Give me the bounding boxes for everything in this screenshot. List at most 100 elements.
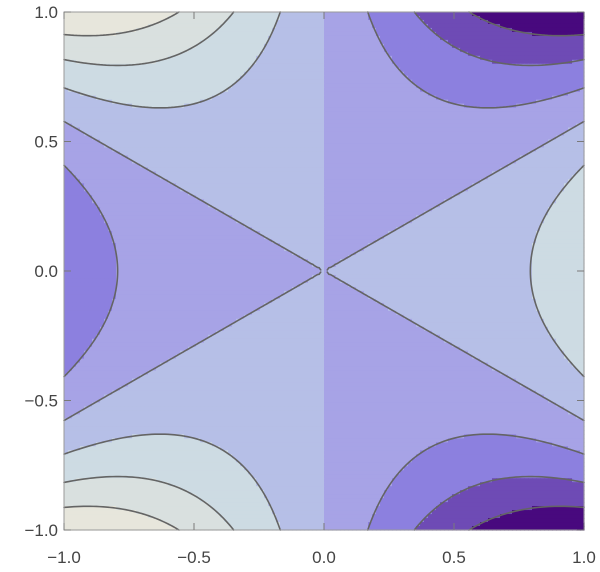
contour-fill-cell [348, 68, 353, 73]
contour-fill-cell [448, 36, 453, 41]
contour-fill-cell [452, 32, 457, 37]
contour-fill-cell [204, 108, 209, 113]
contour-fill-cell [220, 72, 225, 77]
contour-fill-cell [336, 116, 341, 121]
contour-fill-cell [180, 76, 185, 81]
contour-fill-cell [216, 88, 221, 93]
contour-fill-cell [256, 108, 261, 113]
contour-fill-cell [340, 136, 345, 141]
contour-fill-cell [328, 92, 333, 97]
contour-fill-cell [528, 84, 533, 89]
contour-fill-cell [256, 64, 261, 69]
contour-fill-cell [328, 104, 333, 109]
contour-fill-cell [392, 76, 397, 81]
contour-fill-cell [516, 68, 521, 73]
contour-fill-cell [456, 40, 461, 45]
contour-fill-cell [176, 116, 181, 121]
contour-fill-cell [88, 20, 93, 25]
contour-fill-cell [344, 60, 349, 65]
contour-fill-cell [452, 108, 457, 113]
contour-fill-cell [100, 76, 105, 81]
contour-fill-cell [140, 96, 145, 101]
contour-fill-cell [500, 68, 505, 73]
contour-fill-cell [264, 64, 269, 69]
contour-fill-cell [184, 72, 189, 77]
contour-fill-cell [200, 80, 205, 85]
contour-fill-cell [200, 44, 205, 49]
contour-fill-cell [128, 12, 133, 17]
contour-fill-cell [236, 32, 241, 37]
contour-fill-cell [220, 68, 225, 73]
contour-fill-cell [164, 48, 169, 53]
contour-fill-cell [384, 84, 389, 89]
contour-fill-cell [440, 88, 445, 93]
contour-fill-cell [316, 32, 321, 37]
contour-fill-cell [340, 96, 345, 101]
contour-fill-cell [536, 72, 541, 77]
contour-fill-cell [384, 20, 389, 25]
contour-fill-cell [488, 76, 493, 81]
contour-fill-cell [332, 48, 337, 53]
contour-fill-cell [368, 132, 373, 137]
contour-fill-cell [308, 12, 313, 17]
contour-fill-cell [368, 56, 373, 61]
contour-fill-cell [524, 112, 529, 117]
contour-fill-cell [508, 32, 513, 37]
contour-fill-cell [488, 64, 493, 69]
contour-fill-cell [68, 151, 73, 156]
contour-fill-cell [280, 124, 285, 129]
contour-fill-cell [296, 28, 301, 33]
contour-fill-cell [436, 143, 441, 148]
contour-fill-cell [228, 60, 233, 65]
contour-fill-cell [328, 88, 333, 93]
contour-fill-cell [448, 108, 453, 113]
contour-fill-cell [300, 44, 305, 49]
contour-fill-cell [372, 92, 377, 97]
contour-fill-cell [480, 92, 485, 97]
contour-fill-cell [476, 112, 481, 117]
contour-fill-cell [312, 151, 317, 156]
contour-fill-cell [500, 112, 505, 117]
contour-fill-cell [368, 151, 373, 156]
contour-fill-cell [460, 128, 465, 133]
contour-fill-cell [132, 140, 137, 145]
contour-fill-cell [336, 64, 341, 69]
contour-fill-cell [160, 52, 165, 57]
contour-fill-cell [260, 32, 265, 37]
contour-fill-cell [516, 76, 521, 81]
contour-fill-cell [200, 159, 205, 164]
contour-fill-cell [440, 20, 445, 25]
contour-fill-cell [448, 92, 453, 97]
contour-fill-cell [188, 72, 193, 77]
contour-fill-cell [320, 159, 325, 164]
contour-fill-cell [168, 36, 173, 41]
contour-fill-cell [564, 52, 569, 57]
contour-fill-cell [140, 36, 145, 41]
contour-fill-cell [188, 128, 193, 133]
contour-fill-cell [548, 52, 553, 57]
contour-fill-cell [548, 16, 553, 21]
contour-fill-cell [224, 112, 229, 117]
contour-fill-cell [320, 116, 325, 121]
contour-fill-cell [352, 92, 357, 97]
contour-fill-cell [440, 84, 445, 89]
contour-fill-cell [512, 128, 517, 133]
contour-fill-cell [520, 44, 525, 49]
contour-fill-cell [344, 12, 349, 17]
contour-fill-cell [164, 12, 169, 17]
contour-fill-cell [200, 143, 205, 148]
contour-fill-cell [444, 20, 449, 25]
contour-fill-cell [444, 128, 449, 133]
contour-fill-cell [520, 84, 525, 89]
contour-fill-cell [440, 92, 445, 97]
contour-fill-cell [208, 108, 213, 113]
contour-fill-cell [120, 44, 125, 49]
contour-fill-cell [280, 20, 285, 25]
contour-fill-cell [508, 143, 513, 148]
contour-fill-cell [332, 155, 337, 160]
contour-fill-cell [308, 147, 313, 152]
contour-fill-cell [472, 76, 477, 81]
contour-fill-cell [208, 84, 213, 89]
contour-fill-cell [280, 163, 285, 168]
contour-fill-cell [504, 88, 509, 93]
